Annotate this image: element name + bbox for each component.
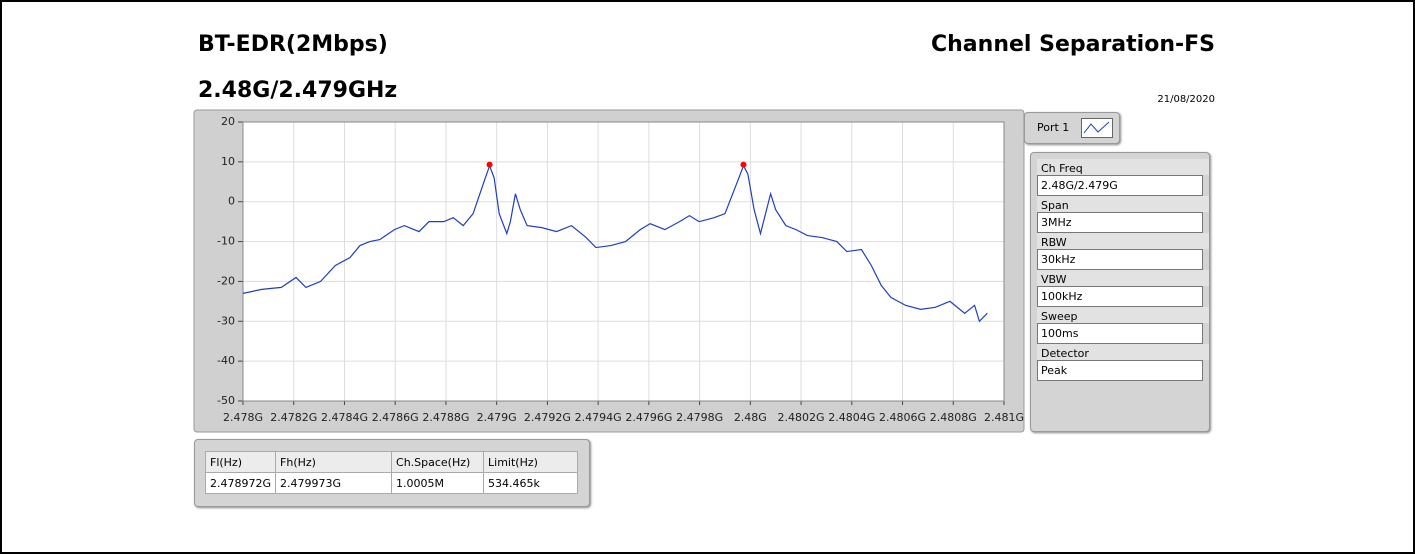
x-tick-label: 2.4788G [422,411,469,424]
setting-label: Span [1037,196,1209,212]
y-tick-label: -40 [217,354,235,367]
trace [242,164,988,323]
peak-marker [486,161,493,168]
x-tick-label: 2.4794G [575,411,622,424]
table-cell: 2.479973G [275,472,393,494]
x-tick-label: 2.4804G [828,411,875,424]
test-name: Channel Separation-FS [931,32,1215,57]
setting-value: 3MHz [1037,212,1203,233]
x-tick-label: 2.4786G [372,411,419,424]
table-header: Fl(Hz) Fh(Hz) Ch.Space(Hz) Limit(Hz) [204,451,579,473]
x-tick-label: 2.478G [223,411,263,424]
setting-value: 2.48G/2.479G [1037,175,1203,196]
setting-label: Ch Freq [1037,159,1209,175]
setting-label: Detector [1037,344,1209,360]
setting-value: 100kHz [1037,286,1203,307]
x-tick-label: 2.4784G [321,411,368,424]
title: BT-EDR(2Mbps) [198,32,388,57]
table-cell: 534.465k [483,472,579,494]
y-tick-label: -30 [217,314,235,327]
port-button[interactable]: Port 1 [1024,112,1120,144]
y-tick-label: 20 [221,115,235,128]
setting-label: VBW [1037,270,1209,286]
x-tick-label: 2.4798G [676,411,723,424]
x-tick-label: 2.48G [734,411,767,424]
y-tick-label: -10 [217,235,235,248]
column-header: Fl(Hz) [204,451,277,473]
table-row: 2.478972G 2.479973G 1.0005M 534.465k [204,472,579,494]
x-tick-label: 2.4806G [879,411,926,424]
y-tick-label: 0 [228,195,235,208]
x-tick-label: 2.4796G [625,411,672,424]
setting-label: Sweep [1037,307,1209,323]
y-tick-label: -50 [217,394,235,407]
peak-marker [740,161,747,168]
result-panel: Fl(Hz) Fh(Hz) Ch.Space(Hz) Limit(Hz) 2.47897… [194,439,590,507]
date: 21/08/2020 [1157,94,1215,105]
table-cell: 2.478972G [204,472,277,494]
settings-panel: Ch Freq 2.48G/2.479G Span 3MHz RBW 30kHz VBW 10… [1030,152,1210,432]
setting-value: Peak [1037,360,1203,381]
port-label: Port 1 [1037,121,1070,134]
table-cell: 1.0005M [391,472,485,494]
column-header: Fh(Hz) [275,451,393,473]
subtitle: 2.48G/2.479GHz [198,78,398,103]
setting-value: 30kHz [1037,249,1203,270]
x-tick-label: 2.481G [984,411,1024,424]
x-tick-label: 2.4808G [930,411,977,424]
column-header: Limit(Hz) [483,451,579,473]
x-tick-label: 2.4802G [778,411,825,424]
result-table: Fl(Hz) Fh(Hz) Ch.Space(Hz) Limit(Hz) 2.47897… [204,451,579,494]
y-tick-label: -20 [217,274,235,287]
x-tick-label: 2.479G [477,411,517,424]
setting-label: RBW [1037,233,1209,249]
column-header: Ch.Space(Hz) [391,451,485,473]
y-tick-label: 10 [221,155,235,168]
port-icon [1081,118,1113,138]
plot-area [242,121,1005,402]
setting-value: 100ms [1037,323,1203,344]
x-tick-label: 2.4782G [270,411,317,424]
x-tick-label: 2.4792G [524,411,571,424]
plot-border [242,121,1005,402]
